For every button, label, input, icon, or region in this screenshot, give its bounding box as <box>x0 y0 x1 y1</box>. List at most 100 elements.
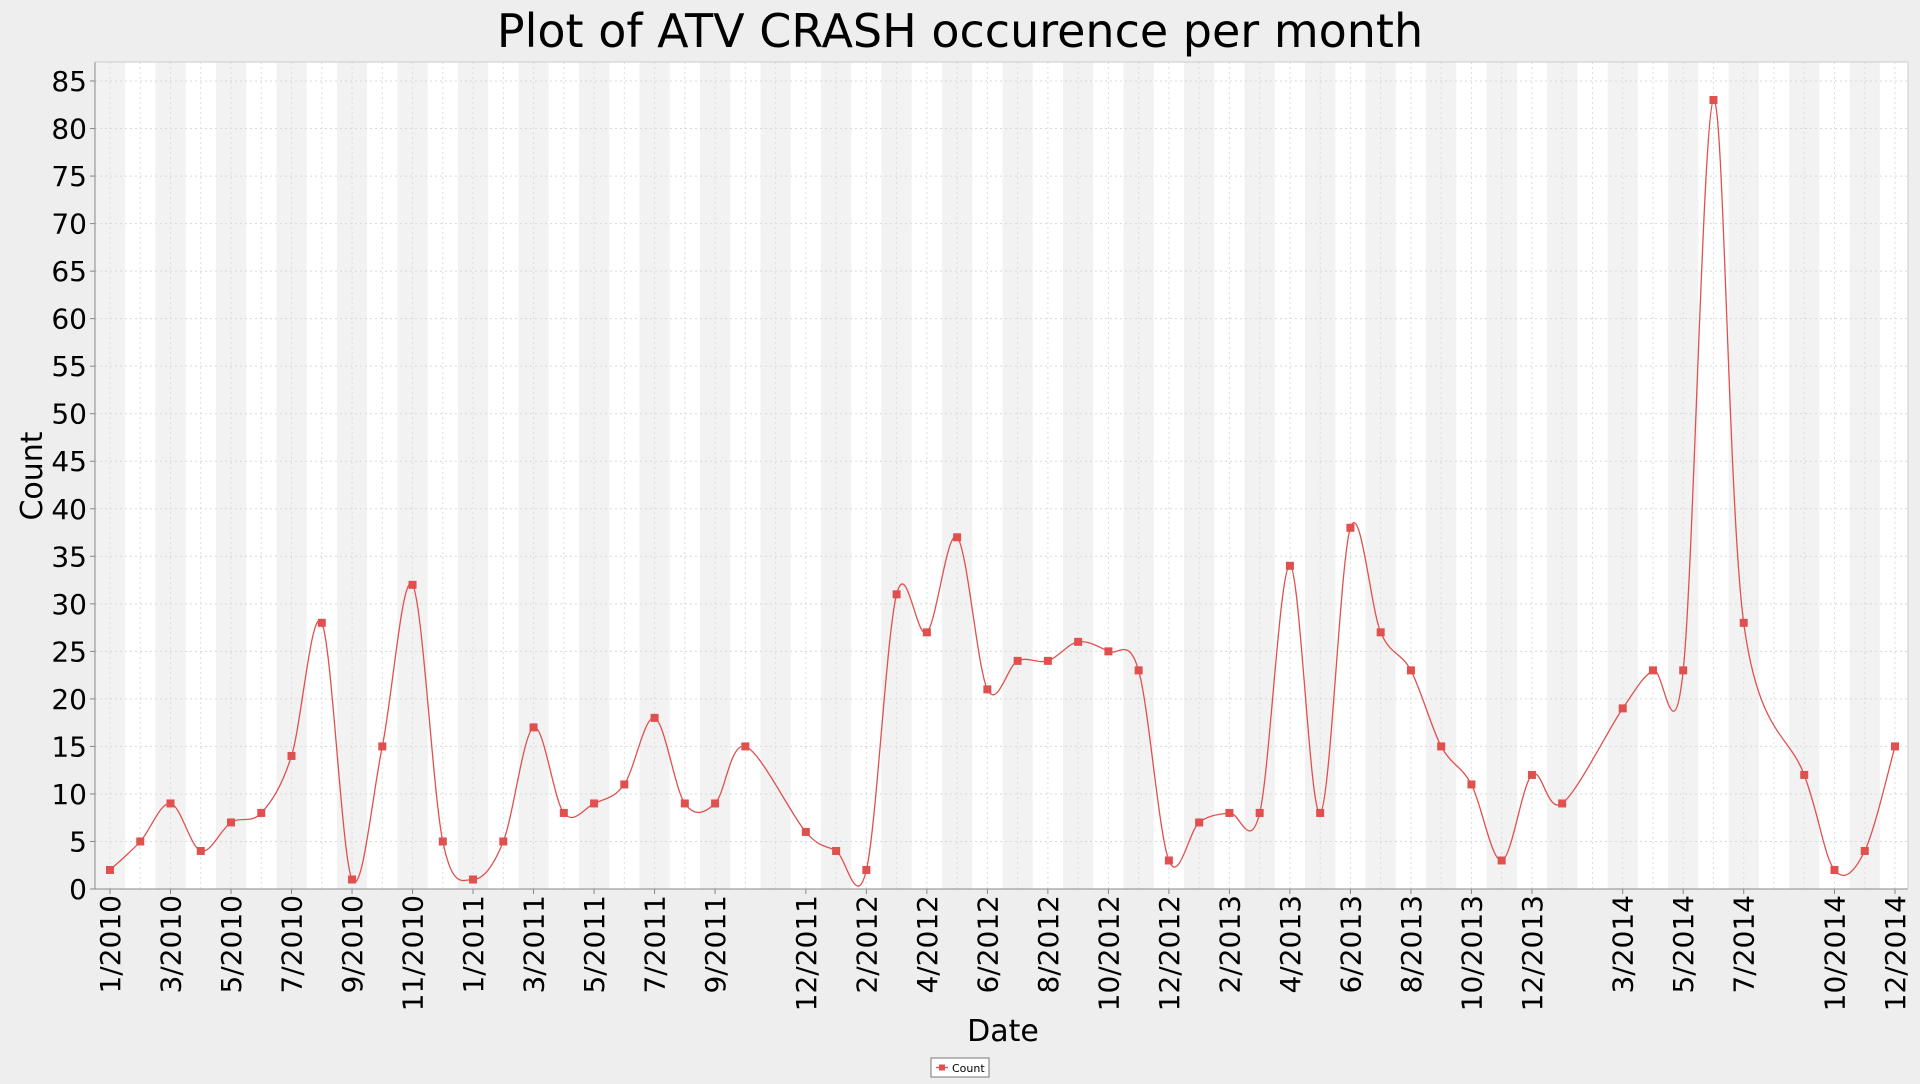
x-tick-label: 4/2013 <box>1274 895 1307 994</box>
month-band <box>1123 62 1154 889</box>
y-tick-label: 10 <box>51 778 87 811</box>
data-point-marker <box>680 799 689 808</box>
x-tick-label: 2/2013 <box>1213 895 1246 994</box>
x-tick-label: 10/2014 <box>1818 895 1851 1011</box>
data-point-marker <box>1437 742 1446 751</box>
y-tick-label: 45 <box>51 445 87 478</box>
data-point-marker <box>620 780 629 789</box>
month-band <box>699 62 731 889</box>
y-tick-label: 55 <box>51 350 87 383</box>
month-band <box>578 62 610 889</box>
data-point-marker <box>559 808 568 817</box>
data-point-marker <box>1195 818 1204 827</box>
data-point-marker <box>650 713 659 722</box>
x-tick-label: 2/2012 <box>850 895 883 994</box>
data-point-marker <box>257 808 266 817</box>
data-point-marker <box>1800 770 1809 779</box>
data-point-marker <box>1679 666 1688 675</box>
month-band <box>1063 62 1094 889</box>
series-markers <box>106 96 1899 884</box>
data-point-marker <box>469 875 478 884</box>
month-band <box>276 62 307 889</box>
x-tick-label: 4/2012 <box>911 895 944 994</box>
x-tick-label: 8/2012 <box>1032 895 1065 994</box>
month-band <box>155 62 186 889</box>
data-point-marker <box>1074 637 1083 646</box>
data-point-marker <box>1285 561 1294 570</box>
x-tick-label: 6/2013 <box>1334 895 1367 994</box>
month-band <box>95 62 126 889</box>
y-tick-label: 5 <box>69 825 87 858</box>
data-point-marker <box>196 846 205 855</box>
data-point-marker <box>1891 742 1899 751</box>
x-tick-label: 3/2010 <box>155 895 188 994</box>
data-point-marker <box>227 818 236 827</box>
data-point-marker <box>136 837 145 846</box>
month-band <box>1244 62 1275 889</box>
data-point-marker <box>1527 770 1536 779</box>
x-tick-label: 10/2013 <box>1455 895 1488 1011</box>
data-point-marker <box>983 685 992 694</box>
data-point-marker <box>1709 96 1718 105</box>
x-tick-label: 5/2014 <box>1667 895 1700 994</box>
legend-label: Count <box>952 1062 985 1075</box>
y-tick-label: 40 <box>51 493 87 526</box>
month-band <box>760 62 791 889</box>
x-tick-label: 7/2010 <box>276 895 309 994</box>
data-point-marker <box>348 875 357 884</box>
month-band <box>941 62 973 889</box>
legend: Count <box>930 1057 990 1078</box>
data-point-marker <box>1134 666 1143 675</box>
data-point-marker <box>106 865 114 874</box>
y-tick-label: 50 <box>51 398 87 431</box>
x-tick-label: 11/2010 <box>397 895 430 1011</box>
data-point-marker <box>1104 647 1113 656</box>
x-tick-label: 7/2011 <box>639 895 672 994</box>
plot-background <box>95 62 1908 889</box>
x-tick-label: 12/2014 <box>1879 895 1912 1011</box>
data-point-marker <box>1346 523 1355 532</box>
data-point-marker <box>801 827 810 836</box>
data-point-marker <box>166 799 175 808</box>
x-tick-label: 3/2011 <box>518 895 551 994</box>
y-tick-label: 30 <box>51 588 87 621</box>
x-tick-label: 1/2011 <box>457 895 490 994</box>
data-point-marker <box>408 580 417 589</box>
y-tick-label: 20 <box>51 683 87 716</box>
data-point-marker <box>1043 656 1052 665</box>
y-axis-label: Count <box>15 431 50 520</box>
data-point-marker <box>1164 856 1173 865</box>
data-point-marker <box>862 865 871 874</box>
legend-box <box>930 1057 990 1078</box>
data-point-marker <box>317 618 326 627</box>
month-band <box>1365 62 1396 889</box>
data-point-marker <box>1648 666 1657 675</box>
data-point-marker <box>892 590 901 599</box>
data-point-marker <box>1316 808 1325 817</box>
month-band <box>336 62 368 889</box>
data-point-marker <box>1376 628 1385 637</box>
month-band <box>457 62 489 889</box>
x-axis-ticks: 1/2010 3/2010 5/2010 7/2010 9/2010 11/2010 1/2… <box>94 889 1912 1011</box>
month-band <box>820 62 852 889</box>
month-band <box>1305 62 1336 889</box>
data-point-marker <box>378 742 387 751</box>
month-band <box>639 62 670 889</box>
y-tick-label: 80 <box>51 113 87 146</box>
x-tick-label: 12/2013 <box>1516 895 1549 1011</box>
data-point-marker <box>711 799 720 808</box>
y-tick-label: 0 <box>69 873 87 906</box>
data-point-marker <box>499 837 508 846</box>
data-point-marker <box>953 533 962 542</box>
y-tick-label: 70 <box>51 208 87 241</box>
x-tick-label: 7/2014 <box>1728 895 1761 994</box>
month-band <box>1426 62 1457 889</box>
data-point-marker <box>590 799 599 808</box>
month-band <box>518 62 549 889</box>
month-band <box>1789 62 1820 889</box>
y-tick-label: 85 <box>51 65 87 98</box>
chart-title: Plot of ATV CRASH occurence per month <box>497 4 1423 58</box>
data-point-marker <box>1013 656 1022 665</box>
data-point-marker <box>1255 808 1264 817</box>
month-band <box>1607 62 1638 889</box>
